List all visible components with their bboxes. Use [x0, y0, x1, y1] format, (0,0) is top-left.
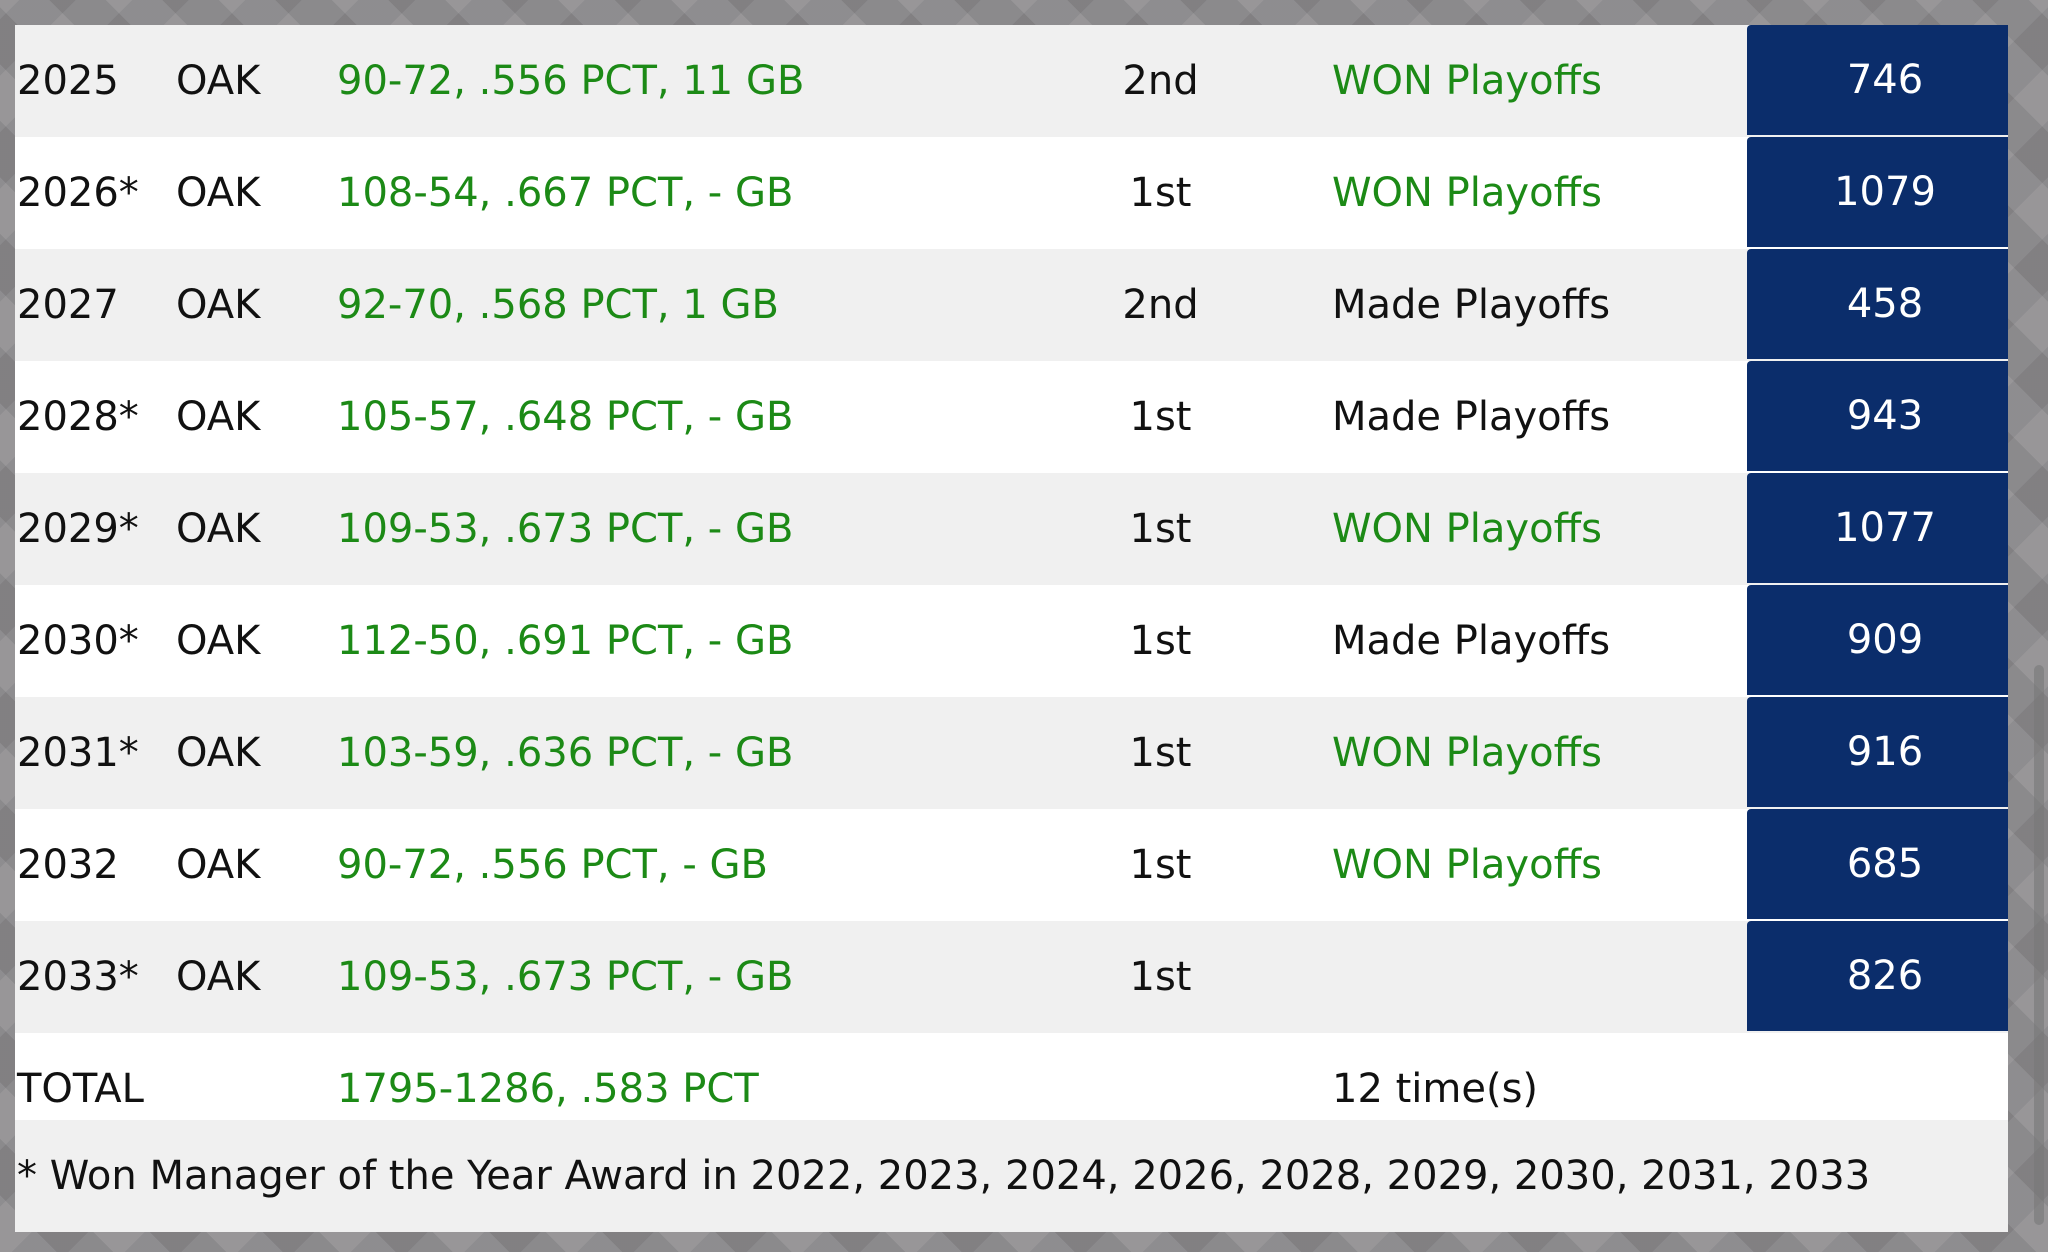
finish-cell: 2nd [1122, 282, 1199, 328]
manager-history-table: 2025 OAK 90-72, .556 PCT, 11 GB 2nd WON … [15, 25, 2008, 1232]
record-cell: 92-70, .568 PCT, 1 GB [337, 282, 779, 328]
scrollbar[interactable] [2008, 25, 2048, 1232]
finish-cell: 1st [1129, 842, 1192, 888]
year-cell: 2031* [17, 730, 139, 776]
finish-cell: 1st [1129, 618, 1192, 664]
team-cell[interactable]: OAK [176, 394, 261, 440]
finish-cell: 1st [1129, 170, 1192, 216]
value-badge: 916 [1747, 697, 2008, 807]
value-badge: 826 [1747, 921, 2008, 1031]
table-row: 2026* OAK 108-54, .667 PCT, - GB 1st WON… [15, 137, 2008, 249]
year-cell: 2030* [17, 618, 139, 664]
team-cell[interactable]: OAK [176, 954, 261, 1000]
value-badge: 943 [1747, 361, 2008, 471]
year-cell: 2026* [17, 170, 139, 216]
table-row: 2032 OAK 90-72, .556 PCT, - GB 1st WON P… [15, 809, 2008, 921]
year-cell: 2027 [17, 282, 119, 328]
team-cell[interactable]: OAK [176, 58, 261, 104]
total-playoffs: 12 time(s) [1332, 1066, 1539, 1112]
team-cell[interactable]: OAK [176, 170, 261, 216]
value-badge: 685 [1747, 809, 2008, 919]
value-badge: 1079 [1747, 137, 2008, 247]
team-cell[interactable]: OAK [176, 506, 261, 552]
finish-cell: 2nd [1122, 58, 1199, 104]
record-cell: 90-72, .556 PCT, 11 GB [337, 58, 805, 104]
year-cell: 2032 [17, 842, 119, 888]
playoff-result-cell: WON Playoffs [1332, 170, 1602, 216]
table-row: 2029* OAK 109-53, .673 PCT, - GB 1st WON… [15, 473, 2008, 585]
record-cell: 108-54, .667 PCT, - GB [337, 170, 794, 216]
finish-cell: 1st [1129, 394, 1192, 440]
finish-cell: 1st [1129, 730, 1192, 776]
record-cell: 90-72, .556 PCT, - GB [337, 842, 768, 888]
playoff-result-cell: Made Playoffs [1332, 394, 1611, 440]
team-cell[interactable]: OAK [176, 282, 261, 328]
footnote-text: * Won Manager of the Year Award in 2022,… [17, 1153, 1871, 1199]
playoff-result-cell: WON Playoffs [1332, 506, 1602, 552]
team-cell[interactable]: OAK [176, 730, 261, 776]
team-cell[interactable]: OAK [176, 618, 261, 664]
finish-cell: 1st [1129, 506, 1192, 552]
value-badge: 909 [1747, 585, 2008, 695]
record-cell: 105-57, .648 PCT, - GB [337, 394, 794, 440]
playoff-result-cell: WON Playoffs [1332, 58, 1602, 104]
year-cell: 2025 [17, 58, 119, 104]
total-label: TOTAL [17, 1066, 144, 1112]
award-footnote: * Won Manager of the Year Award in 2022,… [15, 1120, 2008, 1232]
team-cell[interactable]: OAK [176, 842, 261, 888]
record-cell: 109-53, .673 PCT, - GB [337, 954, 794, 1000]
playoff-result-cell: Made Playoffs [1332, 282, 1611, 328]
playoff-result-cell: WON Playoffs [1332, 730, 1602, 776]
table-row: 2027 OAK 92-70, .568 PCT, 1 GB 2nd Made … [15, 249, 2008, 361]
record-cell: 103-59, .636 PCT, - GB [337, 730, 794, 776]
year-cell: 2033* [17, 954, 139, 1000]
table-row: 2025 OAK 90-72, .556 PCT, 11 GB 2nd WON … [15, 25, 2008, 137]
table-row: 2033* OAK 109-53, .673 PCT, - GB 1st 826 [15, 921, 2008, 1033]
total-record: 1795-1286, .583 PCT [337, 1066, 759, 1112]
value-badge: 458 [1747, 249, 2008, 359]
finish-cell: 1st [1129, 954, 1192, 1000]
value-badge: 1077 [1747, 473, 2008, 583]
record-cell: 112-50, .691 PCT, - GB [337, 618, 794, 664]
table-row: 2028* OAK 105-57, .648 PCT, - GB 1st Mad… [15, 361, 2008, 473]
table-row: 2031* OAK 103-59, .636 PCT, - GB 1st WON… [15, 697, 2008, 809]
year-cell: 2029* [17, 506, 139, 552]
scrollbar-thumb[interactable] [2034, 665, 2044, 1225]
playoff-result-cell: Made Playoffs [1332, 618, 1611, 664]
table-row: 2030* OAK 112-50, .691 PCT, - GB 1st Mad… [15, 585, 2008, 697]
playoff-result-cell: WON Playoffs [1332, 842, 1602, 888]
year-cell: 2028* [17, 394, 139, 440]
value-badge: 746 [1747, 25, 2008, 135]
record-cell: 109-53, .673 PCT, - GB [337, 506, 794, 552]
